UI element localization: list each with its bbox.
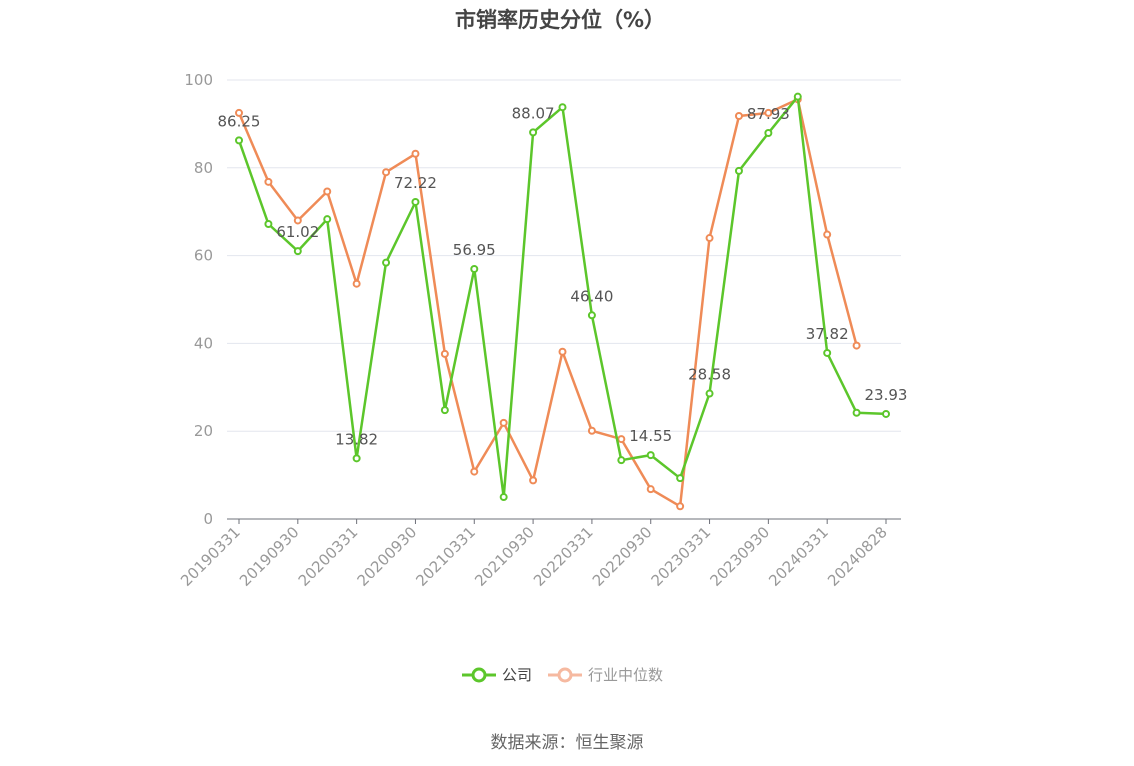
company-point [705,389,714,398]
company-data-label: 37.82 [806,325,849,343]
company-data-label: 14.55 [629,427,672,445]
y-tick-label: 100 [184,71,213,89]
company-data-label: 88.07 [512,104,555,122]
x-tick-label: 20200930 [354,523,421,590]
industry-median-point [764,108,773,117]
company-point [646,451,655,460]
legend-label-company: 公司 [502,666,533,684]
legend-line-icon [548,667,583,682]
company-point [235,136,243,145]
company-point [529,128,538,137]
data-labels: 86.25 61.02 13.82 72.22 56.95 88.07 46.40 14.55… [218,104,908,448]
x-tick-label: 20190930 [236,523,303,590]
company-data-label: 72.22 [394,174,437,192]
industry-median-point [587,426,596,435]
legend-item-industry-median[interactable]: 行业中位数 [548,664,663,685]
company-data-label: 86.25 [218,112,261,130]
company-point [676,474,685,483]
industry-median-point [323,187,332,196]
company-data-label: 56.95 [453,241,496,259]
company-point [558,103,567,112]
industry-median-point [264,177,273,186]
industry-median-point [617,435,626,444]
company-point [470,264,479,273]
company-point [499,493,508,502]
y-tick-label: 80 [194,159,213,177]
industry-median-point [440,349,449,358]
x-tick-label: 20240331 [765,523,832,590]
company-point [793,92,802,101]
industry-median-point [470,467,479,476]
company-point [617,456,626,465]
x-tick-label: 20190331 [177,523,244,590]
source-note: 数据来源：恒生聚源 [490,733,644,753]
legend-line-icon [462,667,496,682]
x-tick-label: 20220331 [530,523,597,590]
company-point [823,348,832,357]
industry-median-point [235,108,243,117]
company-point [764,128,773,137]
legend: 公司 行业中位数 [462,664,679,685]
x-tick-label: 20220930 [589,523,656,590]
company-point [411,197,420,206]
company-data-label: 61.02 [276,223,319,241]
industry-median-point [529,476,538,485]
industry-median-point [382,168,391,177]
company-data-label: 46.40 [570,287,613,305]
x-tick-label: 20200331 [295,523,362,590]
industry-median-point [558,347,567,356]
chart-title: 市销率历史分位（%） [454,8,666,32]
industry-median-line [237,98,858,508]
company-point [587,311,596,320]
industry-median-point [646,485,655,494]
company-data-label: 23.93 [865,386,908,404]
company-point [323,215,332,224]
industry-median-point [293,216,302,225]
company-point [852,408,861,417]
x-tick-label: 20240828 [824,523,891,590]
company-point [293,247,302,256]
legend-label-industry-median: 行业中位数 [588,666,664,684]
company-data-label: 28.58 [688,366,731,384]
company-point [264,219,273,228]
industry-median-point [823,230,832,239]
x-tick-label: 20230331 [648,523,715,590]
company-point [882,409,890,418]
y-tick-label: 20 [194,422,213,440]
y-tick-label: 0 [203,510,213,528]
company-data-label: 87.93 [747,105,790,123]
industry-median-point [676,502,685,511]
company-point [382,258,391,267]
x-tick-label: 20230930 [706,523,773,590]
company-point [440,406,449,415]
company-data-label: 13.82 [335,430,378,448]
industry-median-point [852,341,861,350]
company-point [734,166,743,175]
y-tick-label: 40 [194,334,213,352]
legend-item-company[interactable]: 公司 [462,664,532,685]
company-point [352,454,361,463]
grid-lines [227,79,901,432]
series-lines [235,92,890,511]
y-tick-label: 60 [194,247,213,265]
industry-median-point [734,111,743,120]
industry-median-point [411,149,420,158]
axes: 0 20 40 60 80 100 2019033120190930202003312020… [177,71,901,590]
x-tick-label: 20210331 [412,523,479,590]
industry-median-point [499,418,508,427]
x-tick-label: 20210930 [471,523,538,590]
industry-median-point [352,279,361,288]
industry-median-point [705,234,714,243]
